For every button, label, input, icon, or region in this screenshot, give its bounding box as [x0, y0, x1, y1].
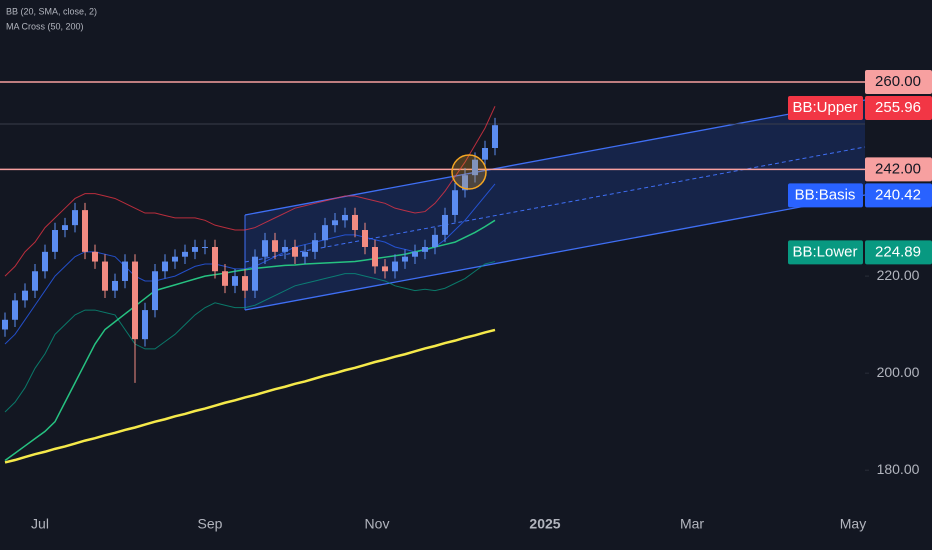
price-badge [865, 70, 932, 95]
candle-body [332, 220, 338, 226]
candle-body [72, 210, 78, 226]
candle-body [142, 310, 148, 340]
x-tick-label: Nov [365, 516, 390, 532]
x-tick-label: Jul [31, 516, 49, 532]
legend-bb: BB (20, SMA, close, 2) [6, 6, 97, 16]
candle-body [362, 230, 368, 247]
candle-body [222, 271, 228, 286]
channel-mid [244, 146, 866, 263]
candle-body [442, 214, 448, 235]
y-tick-label: 200.00 [877, 364, 920, 380]
candle-body [422, 246, 428, 252]
legend-ma: MA Cross (50, 200) [6, 21, 84, 31]
candle-body [492, 125, 498, 149]
candle-body [192, 246, 198, 252]
candle-body [292, 246, 298, 257]
candle-body [22, 290, 28, 301]
bb-name: BB:Basis [795, 186, 856, 203]
highlight-circle [451, 154, 487, 190]
bb-value: 224.89 [875, 243, 921, 260]
candle-body [302, 251, 308, 257]
candle-body [372, 246, 378, 267]
price-badge-label: 260.00 [875, 73, 921, 90]
candle-body [352, 214, 358, 231]
bb-name-badge [788, 183, 863, 208]
candle-body [212, 246, 218, 272]
candle-body [262, 240, 268, 257]
candle-body [152, 271, 158, 311]
candle-body [172, 256, 178, 262]
candle-body [242, 276, 248, 291]
candle-body [82, 210, 88, 252]
candle-body [202, 246, 208, 248]
candle-body [272, 240, 278, 252]
candle-body [2, 319, 8, 330]
candle-body [432, 234, 438, 247]
x-tick-label: May [840, 516, 866, 532]
candle-body [282, 246, 288, 252]
candle-body [182, 251, 188, 257]
candle-body [112, 280, 118, 291]
indicator-line [4, 328, 496, 464]
candle-body [402, 256, 408, 262]
plot [0, 81, 865, 464]
candle-body [32, 271, 38, 291]
bb-name: BB:Upper [792, 99, 857, 116]
price-badge-label: 242.00 [875, 160, 921, 177]
candle-body [92, 251, 98, 262]
bb-value: 240.42 [875, 186, 921, 203]
indicator-line [4, 261, 496, 413]
candle-body [42, 251, 48, 272]
candle-body [342, 214, 348, 221]
candle-body [322, 225, 328, 241]
indicator-line [4, 106, 496, 277]
channel-lower [244, 194, 866, 311]
candle-body [412, 251, 418, 257]
candle-body [382, 266, 388, 272]
bb-value: 255.96 [875, 99, 921, 116]
candle-body [462, 175, 468, 191]
candle-body [162, 261, 168, 272]
bb-value-badge [865, 96, 932, 121]
candle-body [482, 148, 488, 160]
candle-body [312, 240, 318, 252]
x-tick-label: 2025 [529, 516, 560, 532]
candle-body [62, 225, 68, 231]
bb-value-badge [865, 240, 932, 265]
candle-body [392, 261, 398, 272]
candle-body [452, 190, 458, 215]
candle-body [132, 261, 138, 340]
bb-value-badge [865, 183, 932, 208]
candle-body [472, 159, 478, 176]
bb-name-badge [788, 96, 863, 121]
bb-name: BB:Lower [792, 243, 857, 260]
candle-body [102, 261, 108, 291]
x-tick-label: Mar [680, 516, 704, 532]
candle-body [252, 256, 258, 291]
x-tick-label: Sep [198, 516, 223, 532]
candle-body [12, 300, 18, 320]
y-tick-label: 220.00 [877, 267, 920, 283]
bb-name-badge [788, 240, 863, 265]
candle-body [122, 261, 128, 281]
y-tick-label: 180.00 [877, 461, 920, 477]
price-badge [865, 157, 932, 182]
candle-body [52, 230, 58, 252]
candle-body [232, 276, 238, 286]
